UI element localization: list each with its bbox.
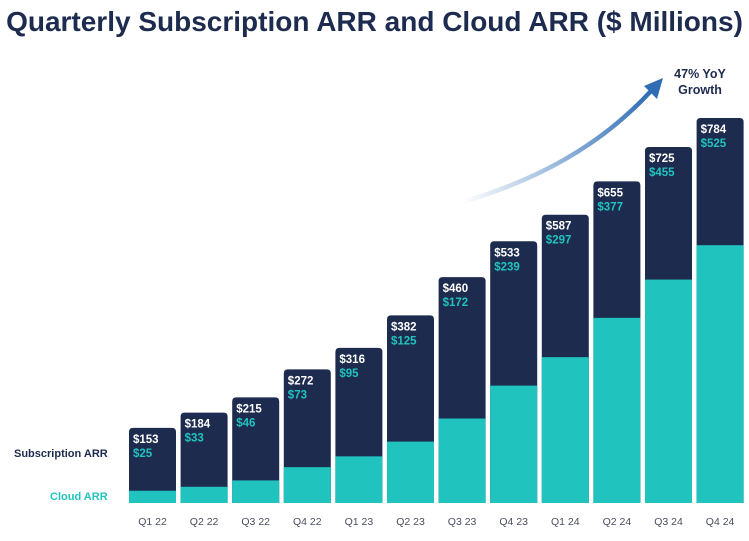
x-tick-label: Q3 23: [448, 516, 477, 528]
bar-cloud-arr: [593, 317, 641, 503]
data-label-cloud-arr: $455: [649, 167, 675, 179]
x-tick-label: Q1 24: [551, 516, 580, 528]
chart-title: Quarterly Subscription ARR and Cloud ARR…: [6, 6, 743, 37]
legend: Subscription ARR Cloud ARR: [14, 448, 108, 503]
bar-subscription-arr: [180, 412, 228, 503]
x-tick-label: Q4 22: [293, 516, 322, 528]
bar-cloud-arr: [696, 245, 744, 503]
data-label-subscription-arr: $215: [236, 403, 262, 415]
data-label-subscription-arr: $460: [443, 283, 469, 295]
bar-cloud-arr: [490, 385, 538, 503]
data-label-subscription-arr: $272: [288, 375, 314, 387]
bar-cloud-arr: [438, 418, 486, 503]
data-label-cloud-arr: $73: [288, 389, 307, 401]
bar-cloud-arr: [645, 279, 692, 503]
bar-subscription-arr: [232, 397, 280, 503]
x-tick-label: Q3 22: [241, 516, 270, 528]
bar-cloud-arr: [232, 480, 280, 503]
x-tick-label: Q1 23: [345, 516, 374, 528]
legend-cloud-arr: Cloud ARR: [50, 491, 108, 503]
data-label-cloud-arr: $377: [597, 201, 623, 213]
x-tick-label: Q4 23: [499, 516, 528, 528]
x-tick-label: Q4 24: [706, 516, 735, 528]
legend-subscription-arr: Subscription ARR: [14, 448, 108, 460]
bar-cloud-arr: [129, 490, 176, 503]
growth-label-line1: 47% YoY: [674, 67, 726, 81]
x-tick-label: Q1 22: [138, 516, 167, 528]
growth-arrowhead-icon: [644, 78, 663, 99]
x-tick-label: Q3 24: [654, 516, 683, 528]
data-label-cloud-arr: $297: [546, 235, 572, 247]
x-tick-label: Q2 24: [603, 516, 632, 528]
data-label-subscription-arr: $725: [649, 153, 675, 165]
bar-cloud-arr: [387, 441, 434, 503]
growth-annotation: 47% YoY Growth: [459, 67, 726, 205]
data-label-subscription-arr: $533: [494, 247, 520, 259]
data-label-cloud-arr: $125: [391, 335, 417, 347]
data-label-cloud-arr: $239: [494, 261, 520, 273]
bar-cloud-arr: [180, 486, 228, 503]
data-label-cloud-arr: $46: [236, 417, 255, 429]
data-label-cloud-arr: $525: [701, 138, 727, 150]
bars-layer: [129, 118, 744, 504]
x-tick-label: Q2 22: [190, 516, 219, 528]
data-label-cloud-arr: $172: [443, 297, 469, 309]
data-label-subscription-arr: $587: [546, 221, 572, 233]
data-label-cloud-arr: $33: [185, 433, 204, 445]
bar-subscription-arr: [129, 427, 176, 503]
data-label-cloud-arr: $25: [133, 448, 153, 460]
data-label-subscription-arr: $184: [185, 419, 211, 431]
data-label-subscription-arr: $382: [391, 321, 417, 333]
data-label-cloud-arr: $95: [339, 368, 359, 380]
growth-arrow-icon: [459, 89, 653, 205]
data-label-subscription-arr: $655: [597, 187, 623, 199]
data-label-subscription-arr: $153: [133, 434, 159, 446]
growth-label-line2: Growth: [678, 83, 722, 97]
bar-cloud-arr: [541, 357, 589, 503]
bar-cloud-arr: [335, 456, 383, 503]
bar-cloud-arr: [283, 467, 331, 503]
data-label-subscription-arr: $316: [339, 354, 365, 366]
x-tick-label: Q2 23: [396, 516, 425, 528]
x-axis-ticks: Q1 22 Q2 22 Q3 22 Q4 22 Q1 23 Q2 23 Q3 23 Q4 23…: [138, 516, 734, 528]
bar-labels-layer: $153 $25 $184 $33 $215 $46 $272 $73 $316 $95 $382 $…: [133, 124, 727, 460]
data-label-subscription-arr: $784: [701, 124, 727, 136]
